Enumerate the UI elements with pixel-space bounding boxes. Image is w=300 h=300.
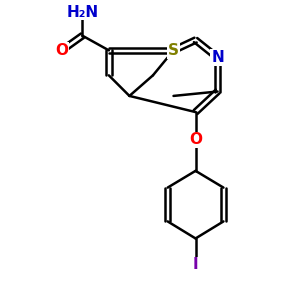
Text: S: S xyxy=(168,43,179,58)
Text: O: O xyxy=(189,133,202,148)
Text: O: O xyxy=(55,43,68,58)
Text: I: I xyxy=(193,257,198,272)
Text: H₂N: H₂N xyxy=(66,5,98,20)
Text: N: N xyxy=(211,50,224,65)
